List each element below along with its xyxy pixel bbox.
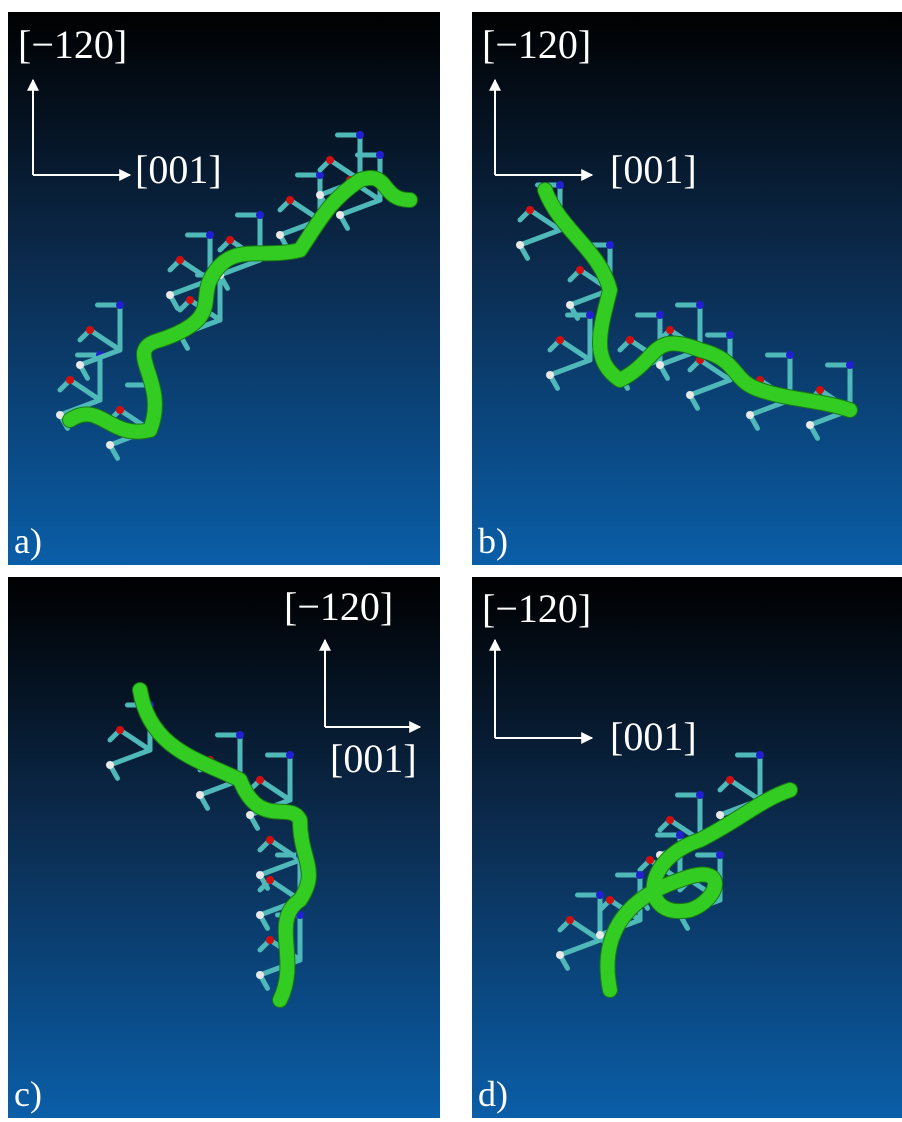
axis-label-horizontal: [001] (610, 147, 697, 192)
atom (556, 951, 564, 959)
atom (756, 751, 764, 759)
axis-label-horizontal: [001] (610, 714, 697, 759)
panel-label: c) (14, 1074, 42, 1114)
atom (716, 811, 724, 819)
atom (266, 936, 274, 944)
atom (716, 851, 724, 859)
atom (516, 241, 524, 249)
atom (596, 891, 604, 899)
panel: [−120] [001] b) (472, 12, 902, 565)
atom (186, 296, 194, 304)
atom (166, 291, 174, 299)
atom (356, 131, 364, 139)
atom (256, 211, 264, 219)
atom (266, 876, 274, 884)
atom (86, 326, 94, 334)
atom (76, 361, 84, 369)
atom (676, 831, 684, 839)
panel-background (472, 12, 902, 565)
atom (326, 156, 334, 164)
atom (226, 236, 234, 244)
atom (636, 871, 644, 879)
atom (656, 311, 664, 319)
atom (566, 916, 574, 924)
atom (726, 331, 734, 339)
atom (696, 301, 704, 309)
atom (746, 411, 754, 419)
atom (726, 776, 734, 784)
atom (586, 311, 594, 319)
atom (116, 301, 124, 309)
atom (626, 336, 634, 344)
atom (526, 206, 534, 214)
atom (806, 421, 814, 429)
atom (66, 376, 74, 384)
panel-label: a) (14, 521, 42, 561)
panel-label: d) (478, 1074, 508, 1114)
atom (246, 811, 254, 819)
panel: [−120] [001] d) (472, 577, 902, 1118)
atom (646, 856, 654, 864)
atom (266, 836, 274, 844)
panel: [−120] [001] c) (8, 577, 440, 1118)
atom (106, 441, 114, 449)
atom (106, 761, 114, 769)
atom (116, 406, 124, 414)
atom (596, 931, 604, 939)
atom (566, 301, 574, 309)
atom (556, 336, 564, 344)
atom (276, 231, 284, 239)
atom (336, 211, 344, 219)
panel-label: b) (478, 521, 508, 561)
panel-background (8, 577, 440, 1118)
figure: [−120][001]a)[−120][001]b)[−120][001]c)[… (0, 0, 902, 1122)
atom (576, 266, 584, 274)
atom (286, 196, 294, 204)
atom (606, 896, 614, 904)
axis-label-horizontal: [001] (135, 147, 222, 192)
atom (696, 791, 704, 799)
axis-label-vertical: [−120] (482, 22, 591, 67)
axis-label-vertical: [−120] (482, 586, 591, 631)
atom (196, 791, 204, 799)
atom (606, 241, 614, 249)
axis-label-horizontal: [001] (330, 736, 417, 781)
atom (546, 371, 554, 379)
panel-background (8, 12, 440, 565)
atom (786, 351, 794, 359)
axis-label-vertical: [−120] (18, 22, 127, 67)
atom (376, 151, 384, 159)
atom (256, 871, 264, 879)
atom (256, 911, 264, 919)
atom (656, 361, 664, 369)
atom (116, 726, 124, 734)
panel: [−120] [001] a) (8, 12, 440, 565)
axis-label-vertical: [−120] (284, 584, 393, 629)
atom (666, 326, 674, 334)
atom (686, 391, 694, 399)
atom (206, 231, 214, 239)
atom (286, 751, 294, 759)
atom (846, 361, 854, 369)
atom (256, 776, 264, 784)
atom (556, 181, 564, 189)
atom (256, 971, 264, 979)
atom (816, 386, 824, 394)
atom (316, 191, 324, 199)
atom (666, 816, 674, 824)
atom (176, 256, 184, 264)
atom (236, 731, 244, 739)
